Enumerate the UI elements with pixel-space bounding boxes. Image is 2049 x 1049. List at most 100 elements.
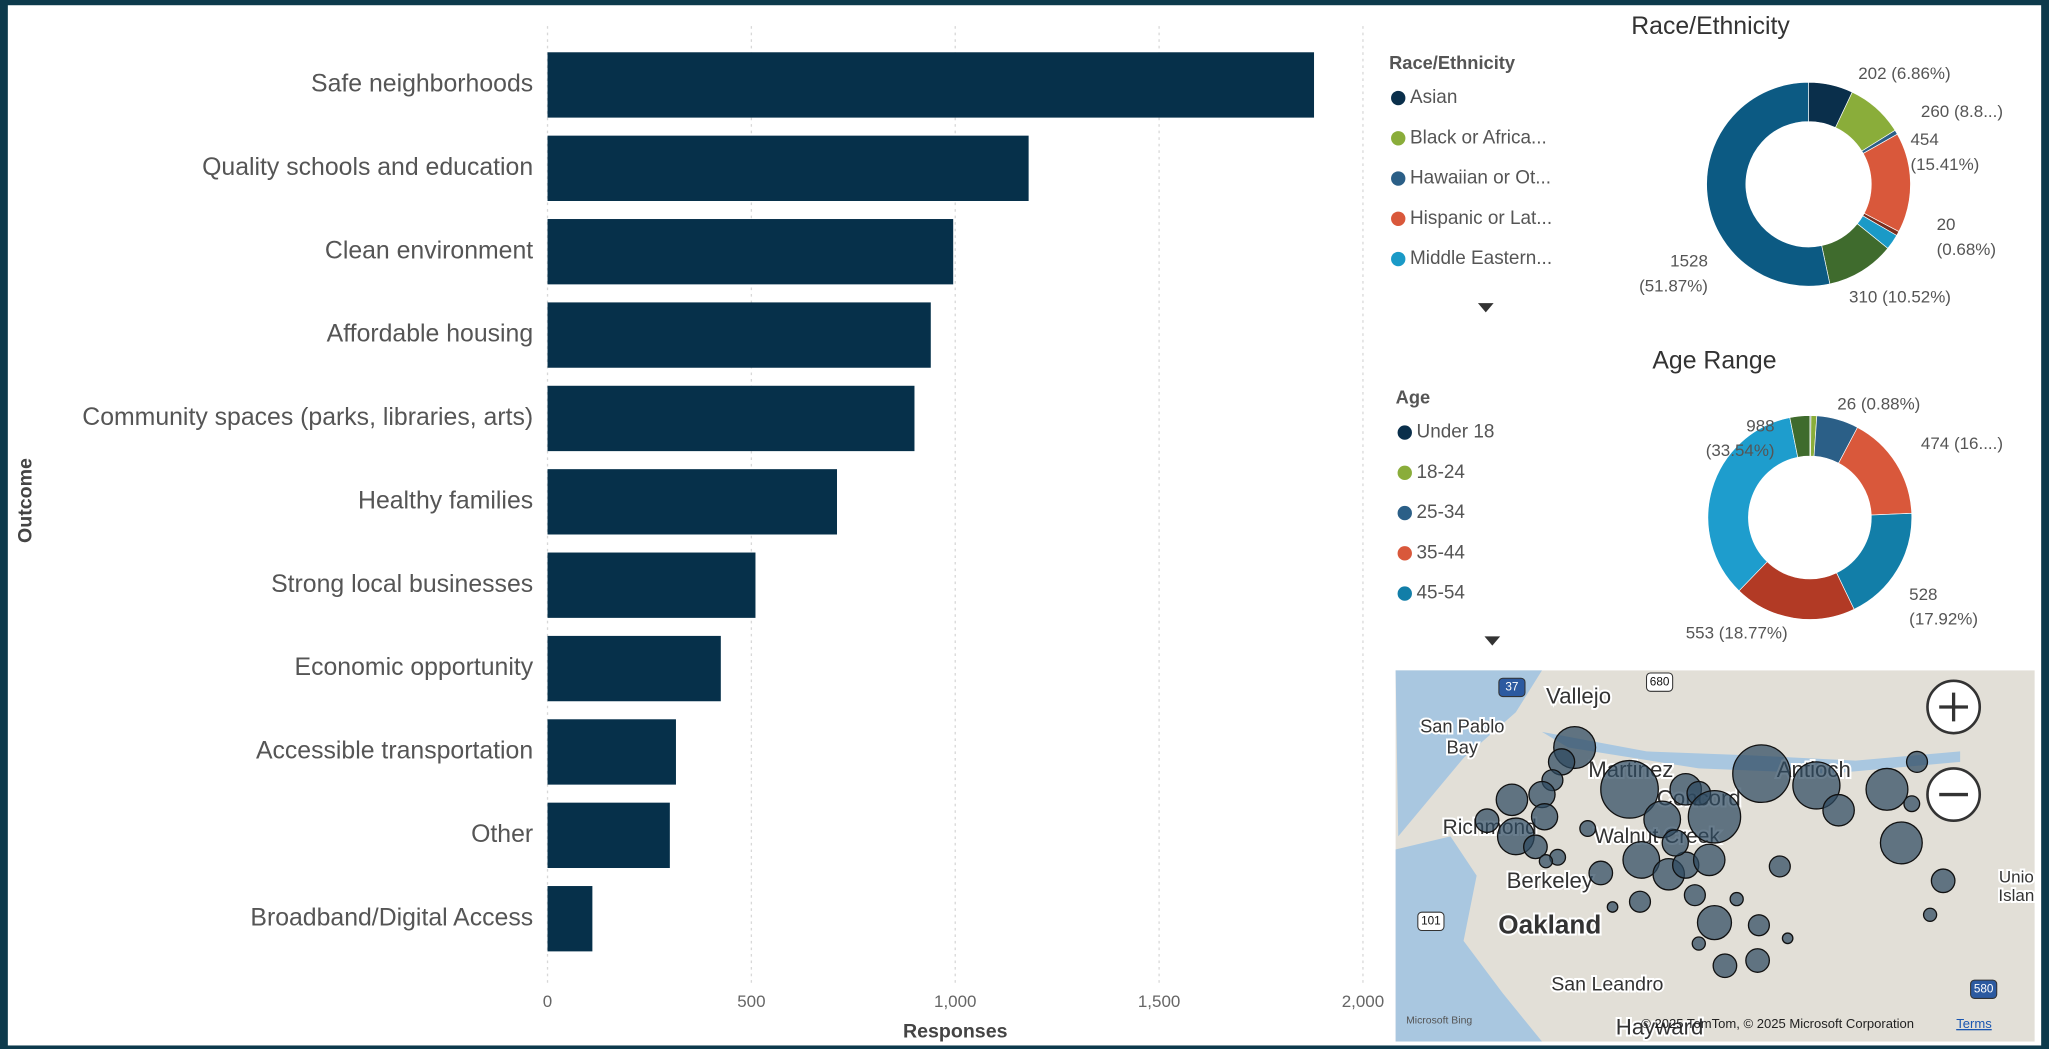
map-bubble: [1768, 855, 1791, 878]
road-shield: [1645, 672, 1674, 692]
map-attribution: © 2025 TomTom, © 2025 Microsoft Corporat…: [1641, 1016, 1914, 1031]
map-label: Bay: [1447, 737, 1479, 758]
map-bubble: [1903, 795, 1921, 813]
legend-title: Race/Ethnicity: [1389, 52, 1516, 73]
road-shield: [1417, 911, 1445, 931]
data-label: 454 (15.41%): [1910, 131, 1979, 175]
road-shield: [1970, 979, 1998, 999]
road-shield-label: 680: [1650, 675, 1670, 688]
legend-swatch: [1391, 171, 1406, 186]
zoom-in-icon: [1939, 692, 1968, 722]
x-tick-label: 1,000: [934, 992, 976, 1011]
donut-slice: [1789, 415, 1811, 458]
category-label: Quality schools and education: [202, 154, 533, 181]
legend-label: 45-54: [1417, 583, 1465, 604]
road-shield: [1498, 677, 1526, 698]
map-bubble: [1922, 907, 1938, 922]
map-provider: Microsoft Bing: [1406, 1015, 1472, 1026]
category-label: Healthy families: [358, 487, 533, 514]
map-label: Vallejo: [1546, 684, 1611, 709]
x-tick-label: 0: [543, 992, 552, 1011]
bar: [547, 635, 721, 702]
map-bubble: [1538, 854, 1554, 869]
category-label: Safe neighborhoods: [311, 71, 533, 98]
map-bubble: [1495, 783, 1529, 817]
y-axis-title: Outcome: [14, 458, 36, 543]
x-axis-title: Responses: [903, 1021, 1008, 1043]
map-bubble: [1628, 890, 1652, 913]
map-bubble: [1692, 843, 1726, 877]
category-label: Clean environment: [325, 237, 533, 264]
map-bubble: [1696, 904, 1733, 941]
map-bubble: [1523, 834, 1548, 860]
data-label: 1528 (51.87%): [1639, 252, 1708, 296]
map-bubble: [1822, 793, 1855, 827]
map-bubble: [1622, 840, 1661, 879]
map-label: Unio: [1999, 868, 2034, 887]
map-bubble: [1930, 868, 1956, 894]
bar: [547, 385, 915, 452]
map-bubble: [1588, 860, 1614, 886]
legend-swatch: [1391, 211, 1406, 226]
map-bubble: [1474, 808, 1500, 834]
map-bubble: [1865, 767, 1909, 811]
donut-slice: [1707, 417, 1799, 592]
road-shield-label: 101: [1421, 914, 1441, 927]
legend-label: Hawaiian or Ot...: [1410, 168, 1551, 189]
map-label: Hayward: [1616, 1014, 1704, 1039]
legend-swatch: [1397, 425, 1412, 440]
map-bubble: [1691, 936, 1706, 951]
data-label: 310 (10.52%): [1849, 287, 1951, 306]
legend-label: Hispanic or Lat...: [1410, 208, 1552, 229]
legend-swatch: [1397, 465, 1412, 481]
map-bubble: [1905, 750, 1929, 773]
map-bubble: [1606, 901, 1619, 913]
legend-label: 25-34: [1417, 502, 1465, 523]
category-label: Strong local businesses: [271, 571, 533, 598]
donut-slice: [1706, 82, 1831, 287]
map-bubble: [1600, 759, 1659, 819]
category-label: Community spaces (parks, libraries, arts…: [82, 404, 533, 431]
legend-swatch: [1397, 546, 1412, 561]
x-tick-label: 1,500: [1138, 992, 1180, 1011]
map-terms[interactable]: Terms: [1956, 1016, 1992, 1031]
map-label: Islan: [1998, 886, 2034, 905]
category-label: Affordable housing: [327, 321, 533, 348]
data-label: 20 (0.68%): [1937, 216, 1996, 260]
legend-scroll[interactable]: [1484, 636, 1501, 646]
legend-scroll[interactable]: [1477, 303, 1494, 313]
category-label: Other: [471, 821, 533, 848]
map-bubble: [1643, 800, 1682, 839]
map-water: [1395, 836, 1542, 1042]
legend-swatch: [1391, 251, 1406, 267]
data-label: 528 (17.92%): [1909, 585, 1978, 629]
road-shield-label: 37: [1505, 681, 1518, 694]
bar: [547, 719, 676, 785]
map-bubble: [1579, 820, 1597, 838]
data-label: 988 (33.54%): [1706, 417, 1775, 461]
data-label: 26 (0.88%): [1837, 395, 1920, 414]
map-bubble: [1729, 891, 1744, 907]
map-bubble: [1530, 803, 1559, 831]
map-bubble: [1747, 914, 1771, 937]
x-tick-label: 2,000: [1342, 992, 1384, 1011]
bar: [547, 552, 756, 618]
category-label: Accessible transportation: [256, 738, 533, 765]
map-label: San Pablo: [1420, 716, 1504, 737]
category-label: Broadband/Digital Access: [250, 904, 533, 931]
legend-label: Middle Eastern...: [1410, 248, 1552, 269]
map-bubble: [1683, 884, 1706, 907]
bar: [547, 135, 1029, 201]
map-label: Oakland: [1498, 909, 1601, 939]
bar: [547, 802, 670, 869]
legend-label: Black or Africa...: [1410, 127, 1547, 148]
legend-label: Asian: [1410, 87, 1457, 108]
map-label: San Leandro: [1551, 974, 1663, 996]
bar: [547, 886, 593, 952]
map-bubble: [1745, 948, 1771, 973]
legend-swatch: [1397, 586, 1412, 601]
bar: [547, 302, 931, 368]
legend-label: 18-24: [1417, 462, 1465, 483]
